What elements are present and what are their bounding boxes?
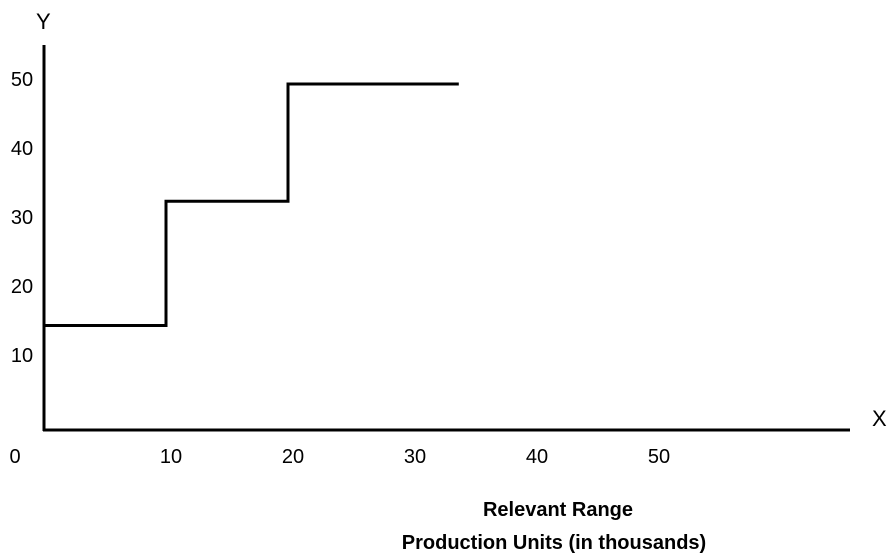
x-tick-label: 40 [526,446,548,468]
x-tick-label: 10 [160,446,182,468]
x-axis-title-line-1: Relevant Range [483,499,633,521]
y-tick-label: 30 [11,207,33,229]
x-axis-title-line-2: Production Units (in thousands) [402,532,706,554]
x-tick-label: 30 [404,446,426,468]
x-tick-labels: 0 10 20 30 40 50 [9,446,670,468]
y-tick-label: 10 [11,345,33,367]
y-tick-labels: 10 20 30 40 50 [11,69,33,367]
x-axis-letter: X [872,406,887,431]
step-series-line [44,82,459,327]
y-tick-label: 40 [11,138,33,160]
x-tick-label: 20 [282,446,304,468]
y-tick-label: 20 [11,276,33,298]
x-tick-label: 50 [648,446,670,468]
y-tick-label: 50 [11,69,33,91]
x-tick-label: 0 [9,446,20,468]
series-group [44,82,459,327]
y-axis-letter: Y [36,9,51,34]
